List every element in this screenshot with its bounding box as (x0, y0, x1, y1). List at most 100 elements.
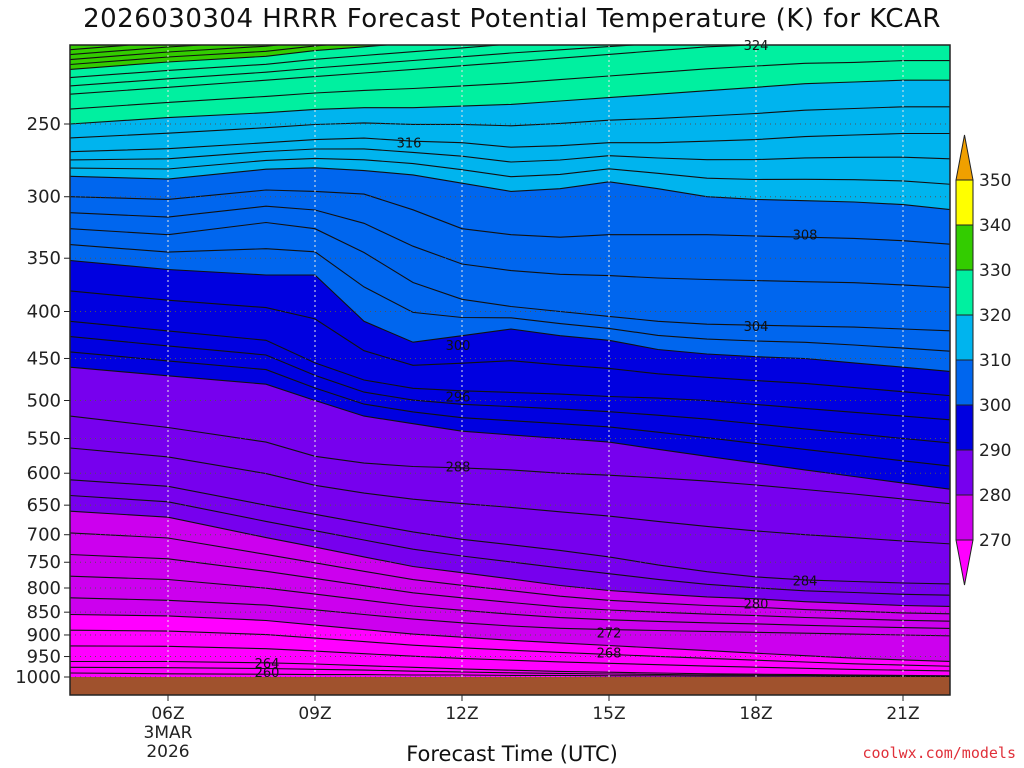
isentrope-270 (70, 613, 950, 662)
band-above-340 (50, 0, 1001, 45)
colorbar-extend-bottom (955, 539, 974, 586)
isentrope-label: 264 (255, 657, 280, 672)
isentrope-326 (70, 45, 642, 87)
x-tick-label: 12Z (445, 704, 478, 724)
isentrope-332 (70, 45, 334, 66)
isentrope-300 (70, 259, 950, 372)
y-tick-label: 800 (27, 578, 61, 599)
isentrope-266 (70, 645, 950, 672)
isentrope-268 (70, 629, 950, 667)
x-date-label: 3MAR (144, 723, 193, 743)
isentrope-label: 272 (597, 627, 622, 642)
y-axis: 2503003504004505005506006507007508008509… (15, 114, 70, 688)
colorbar-label: 280 (979, 486, 1011, 506)
isentrope-262 (70, 666, 950, 677)
isentrope-label: 296 (446, 390, 471, 405)
colorbar-swatch (955, 179, 974, 226)
colorbar-label: 320 (979, 306, 1011, 326)
isentrope-290 (70, 366, 950, 490)
temperature-bands (50, 0, 1001, 695)
y-tick-label: 1000 (15, 667, 61, 688)
isentrope-322 (70, 60, 950, 110)
x-axis-label: Forecast Time (UTC) (406, 742, 618, 766)
isentrope-276 (70, 553, 950, 622)
isentrope-272 (70, 597, 950, 637)
isentrope-label: 280 (744, 598, 769, 613)
y-tick-label: 650 (27, 495, 61, 516)
isentrope-260 (70, 672, 950, 678)
colorbar-label: 340 (979, 216, 1011, 236)
isentrope-348 (70, 0, 1001, 29)
isentrope-346 (70, 0, 1001, 33)
y-tick-label: 850 (27, 602, 61, 623)
grid (70, 45, 950, 678)
colorbar-label: 270 (979, 531, 1011, 551)
colorbar-label: 300 (979, 396, 1011, 416)
isentrope-288 (70, 415, 950, 505)
isentrope-342 (70, 0, 1001, 41)
isentrope-286 (70, 447, 950, 545)
isentrope-label: 284 (793, 574, 818, 589)
y-tick-label: 300 (27, 187, 61, 208)
x-tick-label: 18Z (739, 704, 772, 724)
colorbar-swatch (955, 269, 974, 316)
isentrope-316 (70, 132, 950, 153)
x-date-label: 2026 (146, 742, 189, 762)
isentrope-324 (70, 45, 766, 95)
isentrope-label: 324 (744, 39, 769, 54)
isentrope-label: 316 (397, 137, 422, 152)
isentrope-304 (70, 221, 950, 332)
colorbar-swatch (955, 449, 974, 496)
isentrope-278 (70, 532, 950, 615)
isentrope-312 (70, 157, 950, 185)
isentrope-330 (70, 45, 394, 70)
isentrope-label: 300 (446, 339, 471, 354)
isentrope-282 (70, 494, 950, 596)
colorbar-swatch (955, 314, 974, 361)
colorbar-extend-top (955, 134, 974, 181)
isentrope-lines (70, 0, 1001, 678)
y-tick-label: 550 (27, 429, 61, 450)
isentrope-338 (70, 45, 137, 51)
isentrope-292 (70, 351, 950, 467)
y-tick-label: 700 (27, 525, 61, 546)
isentrope-314 (70, 148, 950, 163)
colorbar-swatch (955, 494, 974, 541)
chart-title: 2026030304 HRRR Forecast Potential Tempe… (83, 4, 941, 34)
isentrope-296 (70, 320, 950, 421)
isentrope-302 (70, 244, 950, 352)
isentrope-264 (70, 660, 950, 677)
band-above-320 (70, 45, 950, 124)
isentrope-340 (70, 45, 75, 46)
isentrope-274 (70, 575, 950, 630)
x-tick-label: 21Z (886, 704, 919, 724)
credit-text: coolwx.com/models (862, 744, 1016, 762)
colorbar-label: 290 (979, 441, 1011, 461)
y-tick-label: 600 (27, 463, 61, 484)
y-tick-label: 350 (27, 248, 61, 269)
isentrope-label: 268 (597, 646, 622, 661)
isentrope-308 (70, 189, 950, 245)
isentrope-320 (70, 79, 950, 125)
colorbar-swatch (955, 359, 974, 406)
colorbar-label: 310 (979, 351, 1011, 371)
isentrope-350 (70, 0, 1001, 25)
y-tick-label: 900 (27, 625, 61, 646)
x-tick-label: 15Z (592, 704, 625, 724)
y-tick-label: 400 (27, 301, 61, 322)
isentrope-label: 260 (255, 666, 280, 681)
isentrope-328 (70, 45, 506, 79)
colorbar-label: 330 (979, 261, 1011, 281)
x-tick-label: 06Z (151, 704, 184, 724)
y-tick-label: 500 (27, 391, 61, 412)
colorbar: 270 280 290 300 310 320 330 340 350 (955, 134, 1011, 586)
band-above-350 (50, 0, 1001, 25)
isentrope-306 (70, 205, 950, 289)
isentrope-344 (70, 0, 1001, 37)
y-tick-label: 450 (27, 348, 61, 369)
isentrope-label: 288 (446, 461, 471, 476)
x-tick-label: 09Z (298, 704, 331, 724)
